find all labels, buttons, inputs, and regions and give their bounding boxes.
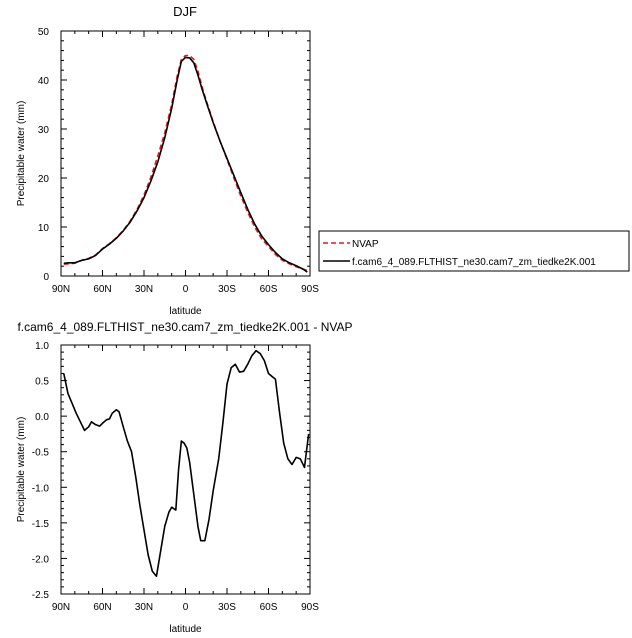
bottom-y-tick-label: 0.5 [35,377,49,388]
top-series-line-1 [63,56,308,273]
bottom-y-tick-label: 1.0 [35,341,49,352]
legend-label-0: NVAP [352,239,379,250]
top-chart-precipitable-water: DJF 90N 60N 30N 0 30S 60S 90S 0 10 20 30 40 50 latitud… [16,4,319,317]
top-chart-legend: NVAP f.cam6_4_089.FLTHIST_ne30.cam7_zm_ti… [318,230,630,272]
top-y-tick-label: 20 [38,174,50,185]
top-x-tick-label: 90N [52,284,70,295]
bottom-x-tick-label: 60N [93,602,111,613]
top-series-line-0 [63,54,308,272]
bottom-x-tick-label: 90N [52,602,70,613]
bottom-x-tick-label: 90S [301,602,319,613]
bottom-y-tick-label: -0.5 [32,448,50,459]
top-x-tick-label: 30N [135,284,153,295]
top-chart-title: DJF [173,4,197,19]
top-y-tick-label: 50 [38,27,50,38]
legend-box [318,230,630,272]
top-y-tick-label: 40 [38,76,50,87]
top-y-tick-label: 30 [38,125,50,136]
top-x-tick-label: 0 [183,284,189,295]
top-x-tick-label: 60S [260,284,278,295]
bottom-x-tick-label: 30S [218,602,236,613]
top-x-tick-label: 60N [93,284,111,295]
bottom-y-tick-label: -1.0 [32,483,50,494]
bottom-series-line-0 [62,349,310,578]
top-x-tick-label: 90S [301,284,319,295]
bottom-y-axis-label: Precipitable water (mm) [16,417,27,523]
bottom-y-tick-label: 0.0 [35,412,49,423]
bottom-plot-frame [60,344,311,595]
bottom-x-tick-label: 30N [135,602,153,613]
top-y-tick-label: 10 [38,223,50,234]
top-y-tick-label: 0 [43,272,49,283]
bottom-x-axis-label: latitude [169,624,202,635]
bottom-chart-difference: f.cam6_4_089.FLTHIST_ne30.cam7_zm_tiedke… [16,320,353,635]
bottom-chart-title: f.cam6_4_089.FLTHIST_ne30.cam7_zm_tiedke… [17,320,352,334]
top-x-tick-label: 30S [218,284,236,295]
bottom-x-tick-label: 60S [260,602,278,613]
bottom-y-tick-label: -2.0 [32,554,50,565]
bottom-y-tick-label: -1.5 [32,519,50,530]
top-y-axis-label: Precipitable water (mm) [16,101,27,207]
top-x-axis-label: latitude [169,306,202,317]
bottom-x-tick-label: 0 [183,602,189,613]
bottom-y-tick-label: -2.5 [32,590,50,601]
top-plot-frame [60,30,311,277]
legend-label-1: f.cam6_4_089.FLTHIST_ne30.cam7_zm_tiedke… [352,257,596,268]
